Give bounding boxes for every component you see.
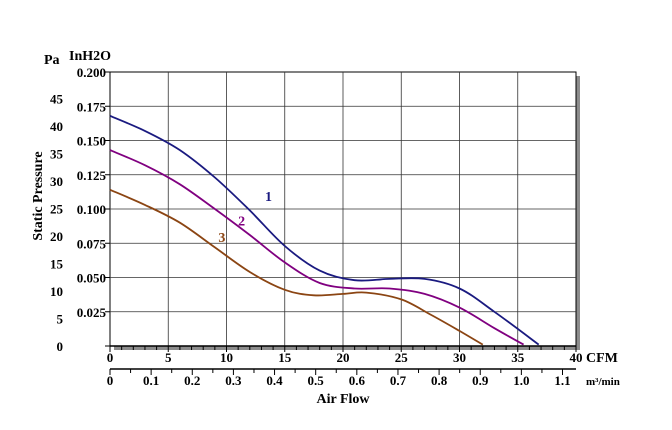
y-tick-label-inh2o: 0.175: [77, 99, 107, 114]
x-tick-label-cfm: 35: [511, 350, 525, 365]
x-tick-label-m3min: 1.1: [554, 373, 570, 388]
y-tick-label-pa: 5: [57, 311, 64, 326]
x-axis-title: Air Flow: [316, 392, 370, 407]
y-tick-label-pa: 20: [50, 229, 63, 244]
y-tick-label-pa: 15: [50, 256, 64, 271]
y-unit-pa: Pa: [44, 53, 60, 68]
y-tick-label-inh2o: 0.075: [77, 236, 107, 251]
y-tick-label-inh2o: 0.150: [77, 134, 106, 149]
x-tick-label-cfm: 40: [570, 350, 583, 365]
y-tick-labels-inh2o: 0.025 0.050 0.075 0.100 0.125 0.150 0.175 0.200: [77, 65, 107, 320]
y-tick-labels-pa: 0 5 10 15 20 25 30 35 40 45: [50, 91, 64, 354]
y-tick-label-pa: 40: [50, 119, 63, 134]
y-axis-title: Static Pressure: [31, 151, 46, 240]
x-tick-label-cfm: 15: [278, 350, 292, 365]
y-tick-label-pa: 0: [57, 339, 64, 354]
x-tick-label-cfm: 0: [107, 350, 114, 365]
series-line-3: [109, 188, 484, 346]
x-tick-label-m3min: 0.8: [431, 373, 448, 388]
x-tick-labels-m3min: 0 0.1 0.2 0.3 0.4 0.5 0.6 0.7 0.8 0.9 1.0 1.1: [107, 373, 571, 388]
x-tick-label-m3min: 0.3: [225, 373, 242, 388]
y-tick-label-inh2o: 0.050: [77, 271, 106, 286]
x-tick-label-m3min: 0.6: [349, 373, 366, 388]
x-tick-label-cfm: 5: [165, 350, 172, 365]
y-tick-label-pa: 35: [50, 146, 64, 161]
series-labels: 1 23: [218, 190, 272, 246]
x-tick-label-cfm: 25: [395, 350, 409, 365]
y-tick-label-pa: 10: [50, 284, 63, 299]
series-curves: [109, 114, 540, 346]
x-tick-label-cfm: 10: [220, 350, 233, 365]
y-tick-label-inh2o: 0.100: [77, 202, 106, 217]
x-tick-marks: [105, 71, 577, 375]
series-label-2: 2: [238, 214, 245, 229]
x-tick-label-cfm: 20: [337, 350, 350, 365]
y-tick-label-pa: 30: [50, 174, 63, 189]
y-tick-label-pa: 45: [50, 91, 64, 106]
x-tick-label-m3min: 0: [107, 373, 114, 388]
x-tick-label-m3min: 0.1: [143, 373, 159, 388]
x-tick-labels-cfm: 0 5 10 15 20 25 30 35 40: [107, 350, 583, 365]
y-tick-label-inh2o: 0.025: [77, 305, 107, 320]
y-tick-label-inh2o: 0.200: [77, 65, 106, 80]
series-line-2: [109, 149, 525, 346]
x-tick-label-m3min: 0.9: [472, 373, 489, 388]
grid-lines: [110, 72, 576, 346]
series-line-1: [109, 114, 540, 346]
y-unit-inh2o: InH2O: [69, 49, 111, 64]
y-tick-label-inh2o: 0.125: [77, 168, 107, 183]
x-tick-label-m3min: 0.2: [184, 373, 200, 388]
x-tick-label-m3min: 0.4: [266, 373, 283, 388]
x-unit-m3min: m³/min: [586, 376, 620, 388]
x-tick-label-m3min: 0.7: [390, 373, 407, 388]
x-unit-cfm: CFM: [586, 351, 618, 366]
series-label-1: 1: [265, 190, 272, 205]
x-tick-label-m3min: 0.5: [308, 373, 325, 388]
y-tick-label-pa: 25: [50, 201, 64, 216]
x-tick-label-m3min: 1.0: [513, 373, 529, 388]
series-label-3: 3: [218, 231, 225, 246]
x-tick-label-cfm: 30: [453, 350, 466, 365]
